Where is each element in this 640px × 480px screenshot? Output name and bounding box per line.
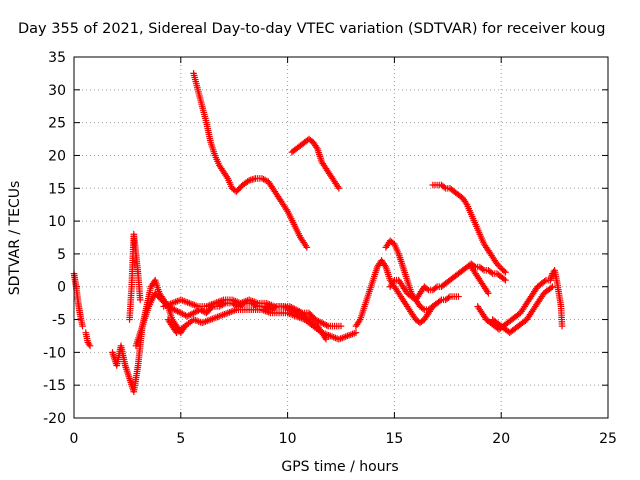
data-point xyxy=(337,322,345,330)
chart-title: Day 355 of 2021, Sidereal Day-to-day VTE… xyxy=(18,21,605,37)
grid-lines xyxy=(74,57,608,418)
data-point xyxy=(455,293,462,300)
y-tick-label: 35 xyxy=(48,50,66,66)
series-trace-13 xyxy=(429,181,509,276)
data-point xyxy=(500,275,508,283)
data-point xyxy=(86,342,94,350)
x-tick-label: 25 xyxy=(599,431,617,447)
data-point xyxy=(429,303,437,310)
x-tick-label: 0 xyxy=(70,431,79,447)
data-point xyxy=(322,335,330,343)
y-tick-label: -15 xyxy=(43,378,66,394)
data-point xyxy=(479,265,486,273)
tick-labels: 0 5 10 15 20 25 -20 -15 -10 -5 0 5 10 15 20 25 30 35 xyxy=(43,50,617,447)
y-tick-label: 5 xyxy=(57,247,66,263)
series-trace-7 xyxy=(160,296,330,343)
data-point xyxy=(487,269,495,276)
y-axis-label: SDTVAR / TECUs xyxy=(7,181,23,296)
data-point xyxy=(500,267,508,275)
data-point xyxy=(352,329,360,336)
data-point xyxy=(445,294,452,301)
series-trace-9 xyxy=(288,135,343,192)
y-tick-label: 20 xyxy=(48,148,66,164)
data-point xyxy=(440,183,448,191)
series-trace-16 xyxy=(489,283,556,336)
y-tick-label: 0 xyxy=(57,280,66,296)
y-tick-label: 30 xyxy=(48,83,66,99)
y-tick-label: -10 xyxy=(43,345,66,361)
data-point xyxy=(485,289,492,297)
data-point xyxy=(558,322,566,330)
data-point xyxy=(549,283,556,291)
data-point xyxy=(493,260,501,268)
data-point xyxy=(502,276,509,284)
x-tick-label: 10 xyxy=(279,431,297,447)
series-trace-17 xyxy=(547,267,566,330)
x-tick-label: 15 xyxy=(385,431,403,447)
x-axis-label: GPS time / hours xyxy=(281,459,398,475)
series-trace-8 xyxy=(190,70,311,251)
y-tick-label: -20 xyxy=(43,411,66,427)
data-point xyxy=(79,322,86,330)
series-trace-10 xyxy=(352,257,462,330)
plot-frame xyxy=(73,56,609,419)
data-point xyxy=(303,244,311,251)
x-tick-label: 5 xyxy=(176,431,185,447)
data-point xyxy=(335,184,343,192)
data-point xyxy=(502,268,509,276)
data-point xyxy=(136,296,144,304)
data-point xyxy=(495,261,502,269)
plot-data xyxy=(70,70,566,396)
data-point xyxy=(547,284,555,292)
x-tick-label: 20 xyxy=(492,431,510,447)
series-trace-11 xyxy=(382,237,437,313)
data-point xyxy=(541,277,548,285)
y-tick-label: 25 xyxy=(48,116,66,132)
data-point xyxy=(496,263,504,271)
data-point xyxy=(436,297,444,305)
series-trace-14 xyxy=(467,263,492,297)
data-point xyxy=(419,305,427,312)
data-point xyxy=(428,304,435,311)
y-tick-label: 10 xyxy=(48,214,66,230)
y-tick-label: -5 xyxy=(52,313,66,329)
series-trace-2 xyxy=(82,329,94,350)
data-point xyxy=(432,284,439,292)
series-trace-12 xyxy=(386,260,509,304)
y-tick-label: 15 xyxy=(48,181,66,197)
series-trace-4 xyxy=(126,230,144,323)
data-point xyxy=(423,285,431,293)
